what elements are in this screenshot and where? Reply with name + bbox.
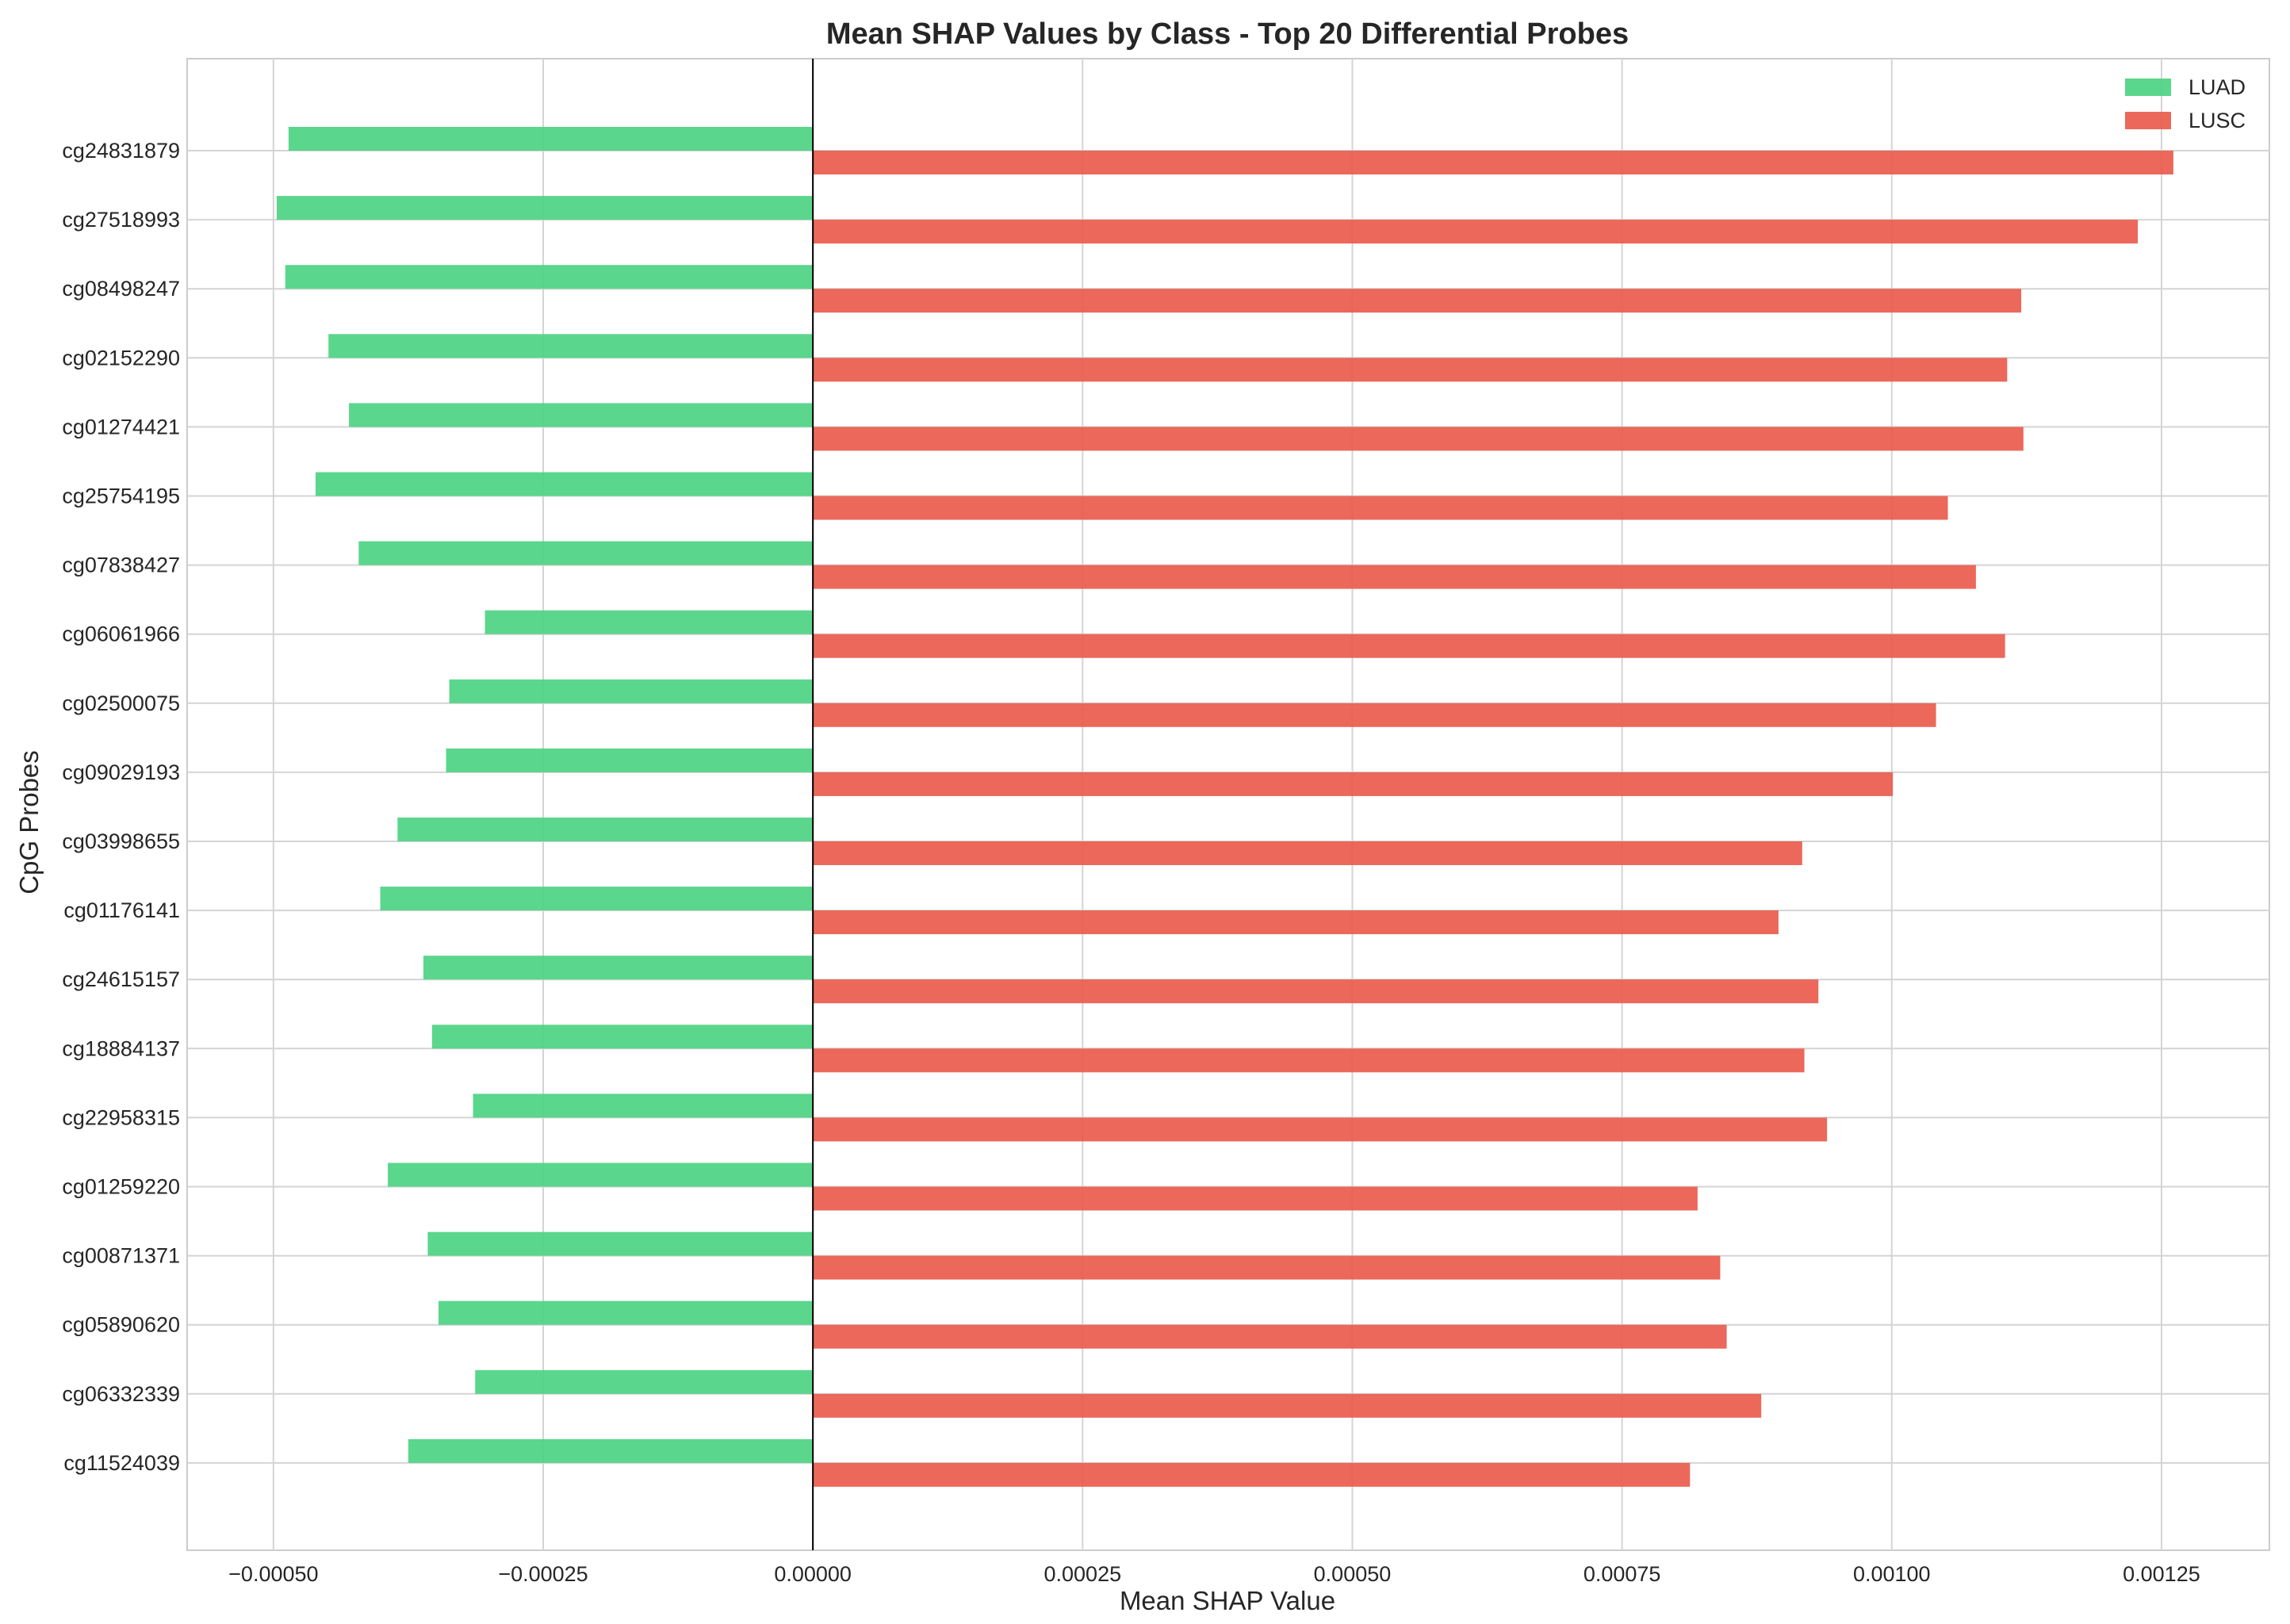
bar-luad	[328, 334, 814, 358]
x-tick-label: 0.00025	[1044, 1562, 1122, 1586]
y-tick-label: cg05890620	[62, 1313, 180, 1337]
bar-luad	[446, 748, 814, 772]
bar-lusc	[813, 1048, 1805, 1073]
series-luad	[276, 127, 814, 1463]
bar-lusc	[813, 289, 2022, 313]
legend-swatch	[2125, 79, 2171, 96]
y-tick-label: cg02152290	[62, 346, 180, 370]
bar-luad	[484, 610, 814, 634]
y-tick-label: cg01274421	[62, 415, 180, 439]
bar-luad	[431, 1025, 814, 1049]
series-lusc	[813, 151, 2173, 1487]
chart-title: Mean SHAP Values by Class - Top 20 Diffe…	[826, 17, 1629, 51]
legend: LUAD LUSC	[2125, 75, 2246, 132]
plot-area: −0.00050 −0.00025 0.00000 0.00025 0.00050 0.0…	[62, 58, 2270, 1586]
y-tick-label: cg01176141	[63, 898, 180, 922]
bar-lusc	[813, 910, 1779, 935]
bar-luad	[438, 1300, 814, 1325]
y-tick-label: cg01259220	[62, 1175, 180, 1199]
y-tick-label: cg03998655	[62, 829, 180, 853]
bar-luad	[427, 1231, 814, 1256]
legend-swatch	[2125, 112, 2171, 129]
x-tick-label: −0.00025	[498, 1562, 588, 1586]
bar-lusc	[813, 151, 2173, 174]
bar-lusc	[813, 1393, 1762, 1418]
bar-lusc	[813, 1462, 1691, 1487]
bar-luad	[276, 196, 814, 220]
y-tick-label: cg25754195	[62, 485, 180, 508]
bar-luad	[388, 1162, 814, 1187]
y-axis-title: CpG Probes	[14, 750, 44, 894]
bar-lusc	[813, 496, 1948, 520]
legend-label: LUAD	[2189, 75, 2246, 99]
y-tick-label: cg27518993	[62, 208, 180, 232]
legend-label: LUSC	[2189, 109, 2246, 132]
bar-luad	[315, 472, 814, 496]
bar-lusc	[813, 703, 1936, 727]
bar-lusc	[813, 1255, 1721, 1280]
bar-lusc	[813, 358, 2008, 382]
bar-lusc	[813, 841, 1802, 865]
bar-lusc	[813, 220, 2139, 244]
bar-luad	[380, 887, 814, 911]
x-axis-title: Mean SHAP Value	[1120, 1586, 1335, 1615]
y-tick-label: cg02500075	[62, 691, 180, 715]
bar-luad	[423, 956, 814, 980]
y-tick-label: cg18884137	[62, 1036, 180, 1060]
bar-luad	[473, 1094, 814, 1118]
bar-luad	[358, 541, 814, 565]
bar-lusc	[813, 772, 1894, 796]
bar-luad	[349, 403, 814, 427]
x-tick-label: 0.00050	[1314, 1562, 1392, 1586]
y-tick-label: cg06332339	[62, 1382, 180, 1406]
y-tick-label: cg08498247	[62, 277, 180, 301]
bar-lusc	[813, 427, 2024, 451]
y-tick-label: cg11524039	[63, 1451, 180, 1475]
bar-luad	[408, 1438, 814, 1463]
bar-lusc	[813, 1186, 1698, 1211]
bar-lusc	[813, 1117, 1828, 1142]
x-tick-label: 0.00125	[2123, 1562, 2200, 1586]
y-tick-label: cg22958315	[62, 1105, 180, 1129]
bar-luad	[285, 265, 814, 289]
bar-luad	[449, 679, 814, 703]
x-tick-label: 0.00100	[1853, 1562, 1931, 1586]
bar-lusc	[813, 565, 1976, 589]
bar-luad	[475, 1369, 814, 1394]
bar-lusc	[813, 1324, 1727, 1349]
bar-luad	[288, 127, 814, 151]
y-tick-label: cg24615157	[62, 967, 180, 991]
x-tick-label: 0.00000	[774, 1562, 852, 1586]
y-tick-label: cg06061966	[62, 622, 180, 646]
bar-luad	[397, 818, 814, 841]
y-tick-label: cg00871371	[62, 1244, 180, 1268]
y-tick-label: cg09029193	[62, 760, 180, 784]
x-tick-label: −0.00050	[228, 1562, 318, 1586]
bar-lusc	[813, 634, 2005, 658]
x-tick-label: 0.00075	[1583, 1562, 1661, 1586]
y-tick-label: cg24831879	[62, 139, 180, 163]
bar-lusc	[813, 979, 1819, 1004]
y-tick-label: cg07838427	[62, 553, 180, 577]
